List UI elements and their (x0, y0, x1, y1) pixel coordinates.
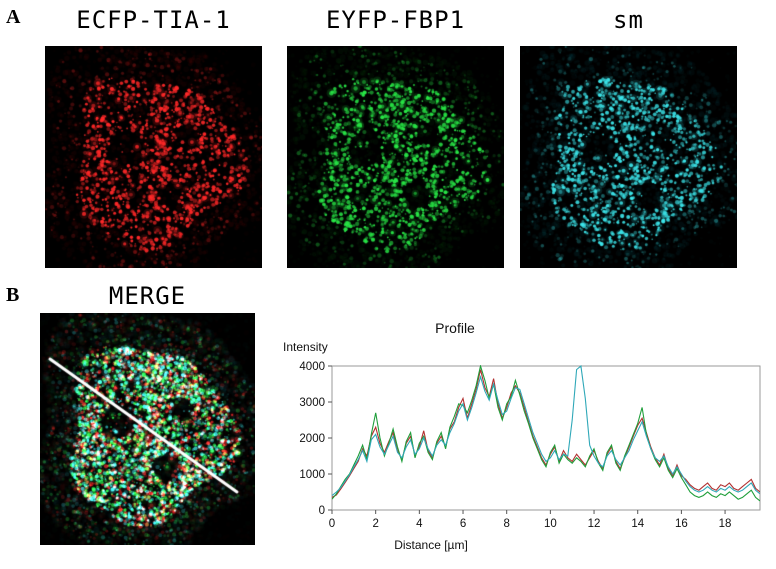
chart-y-axis-label: Intensity (283, 340, 328, 354)
svg-text:16: 16 (675, 518, 688, 530)
svg-text:0: 0 (329, 518, 335, 530)
svg-text:18: 18 (719, 518, 732, 530)
svg-text:8: 8 (503, 518, 509, 530)
microscopy-image-ecfp-tia1 (45, 46, 262, 268)
panel-a-label: A (6, 6, 21, 28)
channel-title-sm: sm (613, 6, 644, 34)
microscopy-image-sm (520, 46, 737, 268)
svg-text:3000: 3000 (299, 397, 325, 409)
svg-text:12: 12 (588, 518, 601, 530)
microscopy-image-merge (40, 313, 255, 545)
profile-chart: 0 1000 2000 3000 4000 0 2 4 6 8 10 12 14 16 18 Profile… (280, 316, 776, 568)
channel-title-ecfp-tia1: ECFP-TIA-1 (76, 6, 231, 34)
panel-b-label: B (6, 284, 20, 306)
svg-text:10: 10 (544, 518, 557, 530)
svg-text:4000: 4000 (299, 361, 325, 373)
chart-x-axis-label: Distance [µm] (394, 538, 468, 552)
microscopy-image-eyfp-fbp1 (287, 46, 504, 268)
profile-plot: 0 1000 2000 3000 4000 0 2 4 6 8 10 12 14 16 18 (299, 361, 761, 530)
svg-text:1000: 1000 (299, 469, 325, 481)
svg-text:2: 2 (372, 518, 378, 530)
chart-title: Profile (435, 320, 475, 336)
merge-title: MERGE (108, 282, 187, 310)
svg-text:6: 6 (460, 518, 466, 530)
channel-title-eyfp-fbp1: EYFP-FBP1 (325, 6, 466, 34)
svg-text:2000: 2000 (299, 433, 325, 445)
svg-text:0: 0 (319, 505, 325, 517)
svg-text:4: 4 (416, 518, 423, 530)
svg-text:14: 14 (631, 518, 644, 530)
